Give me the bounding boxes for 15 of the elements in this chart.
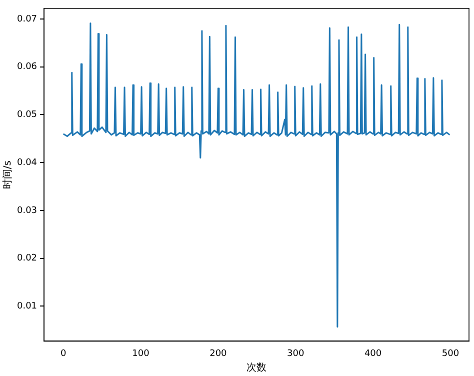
y-tick-label: 0.04 [16,158,38,168]
x-tick-label: 0 [60,348,66,359]
y-tick-label: 0.05 [16,110,38,120]
x-tick-label: 200 [210,348,228,359]
x-tick-label: 500 [442,348,460,359]
x-axis-title: 次数 [246,362,267,374]
x-tick-label: 300 [287,348,304,359]
y-axis-title: 时间/s [2,160,14,190]
y-tick-label: 0.01 [16,302,38,312]
y-tick-label: 0.03 [16,206,38,216]
y-tick-label: 0.06 [16,62,38,72]
y-tick-label: 0.07 [16,14,38,24]
y-tick-label: 0.02 [16,254,38,264]
x-tick-label: 100 [132,348,150,359]
x-tick-label: 400 [364,348,382,359]
